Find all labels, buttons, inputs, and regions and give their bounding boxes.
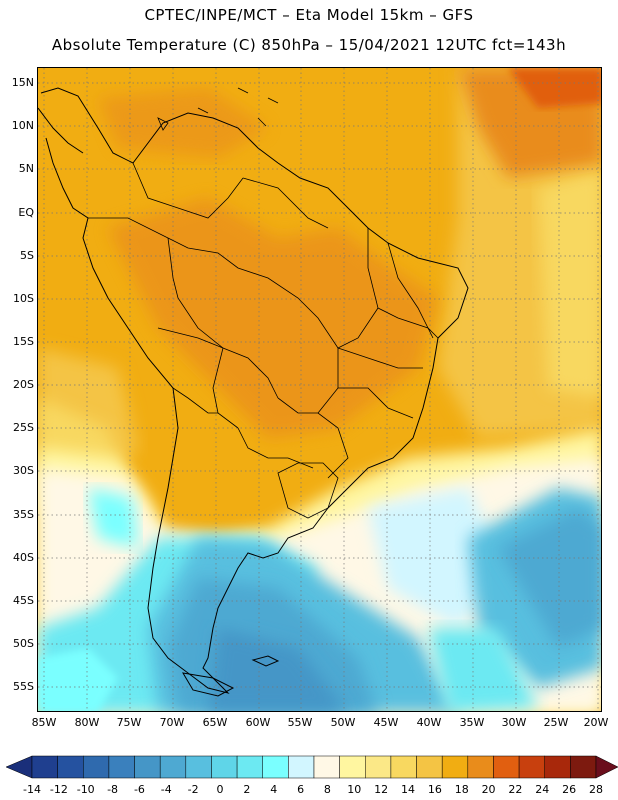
- lat-label: 20S: [13, 378, 34, 391]
- field-cyan-west: [88, 488, 138, 548]
- lat-label: 15S: [13, 335, 34, 348]
- south-america-coastline: [40, 87, 469, 694]
- lon-label: 65W: [202, 716, 228, 729]
- caribbean-islands: [157, 87, 279, 131]
- lat-label: 10S: [13, 292, 34, 305]
- title-line-1: CPTEC/INPE/MCT – Eta Model 15km – GFS: [144, 6, 474, 24]
- lat-label: EQ: [18, 206, 34, 219]
- lat-label: 10N: [11, 119, 34, 132]
- colorbar-cell: [570, 755, 597, 779]
- colorbar-cell: [365, 755, 392, 779]
- colorbar-cell: [416, 755, 443, 779]
- lon-label: 35W: [459, 716, 485, 729]
- colorbar-label: 22: [508, 783, 523, 796]
- lon-label: 80W: [74, 716, 100, 729]
- lon-label: 60W: [245, 716, 271, 729]
- colorbar-cell: [159, 755, 187, 779]
- lat-label: 15N: [11, 76, 34, 89]
- colorbar-cell: [211, 755, 238, 779]
- colorbar-label: 14: [401, 783, 415, 796]
- colorbar-cell: [441, 755, 469, 779]
- falkland-islands: [251, 655, 280, 667]
- colorbar-label: 10: [347, 783, 362, 796]
- lat-label: 45S: [13, 594, 34, 607]
- country-borders: [88, 162, 439, 519]
- lat-label: 35S: [13, 508, 34, 521]
- colorbar-label: 20: [481, 783, 496, 796]
- lon-label: 55W: [287, 716, 313, 729]
- colorbar-label: 18: [454, 783, 469, 796]
- central-america-coastline: [38, 107, 84, 154]
- colorbar-cell: [493, 755, 520, 779]
- lat-label: 55S: [13, 680, 34, 693]
- lon-label: 75W: [116, 716, 142, 729]
- colorbar-label: -6: [133, 783, 145, 796]
- lat-label: 5N: [18, 162, 34, 175]
- lon-label: 45W: [373, 716, 399, 729]
- lat-label: 25S: [13, 421, 34, 434]
- tierra-del-fuego: [182, 672, 235, 697]
- lon-label: 70W: [159, 716, 185, 729]
- colorbar-label: -14: [23, 783, 41, 796]
- colorbar-label: -4: [160, 783, 172, 796]
- colorbar-right-arrow: [595, 755, 618, 779]
- colorbar-cell: [390, 755, 417, 779]
- lat-label: 30S: [13, 464, 34, 477]
- colorbar-cell: [544, 755, 571, 779]
- lat-label: 40S: [13, 551, 34, 564]
- colorbar-cell: [57, 755, 84, 779]
- lon-label: 30W: [501, 716, 527, 729]
- colorbar-label: 24: [535, 783, 550, 796]
- colorbar: [6, 755, 618, 779]
- colorbar-label: 6: [297, 783, 305, 796]
- field-continent-warm: [108, 198, 438, 438]
- lon-label: 85W: [31, 716, 57, 729]
- colorbar-cell: [262, 755, 289, 779]
- colorbar-cell: [108, 755, 135, 779]
- field-ocean-east-2: [538, 168, 601, 398]
- colorbar-cell: [518, 755, 545, 779]
- colorbar-label: 12: [374, 783, 389, 796]
- colorbar-label: -10: [76, 783, 95, 796]
- lat-label: 5S: [20, 249, 34, 262]
- lat-label: 50S: [13, 637, 34, 650]
- colorbar-cell: [467, 755, 494, 779]
- colorbar-label: -2: [187, 783, 199, 796]
- field-blue-3: [208, 628, 347, 711]
- temperature-map: [37, 67, 602, 712]
- colorbar-left-arrow: [6, 755, 33, 779]
- colorbar-cell: [185, 755, 212, 779]
- colorbar-cell: [83, 755, 110, 779]
- colorbar-label: -12: [49, 783, 68, 796]
- field-cyan-sw: [38, 648, 118, 711]
- field-ne-hot: [508, 68, 601, 108]
- colorbar-label: 2: [243, 783, 251, 796]
- colorbar-cell: [313, 755, 340, 779]
- field-blue-east-2: [498, 508, 601, 648]
- colorbar-label: 8: [323, 783, 331, 796]
- field-north-warm: [98, 88, 268, 158]
- colorbar-label: 4: [270, 783, 278, 796]
- field-cyan-se: [428, 628, 538, 711]
- colorbar-cell: [31, 755, 58, 779]
- colorbar-label: 16: [427, 783, 442, 796]
- colorbar-cell: [339, 755, 366, 779]
- colorbar-label: 0: [216, 783, 224, 796]
- colorbar-cell: [134, 755, 161, 779]
- colorbar-label: 26: [562, 783, 577, 796]
- map-canvas: [38, 68, 601, 711]
- colorbar-cell: [288, 755, 315, 779]
- lon-label: 25W: [543, 716, 569, 729]
- lon-label: 20W: [583, 716, 609, 729]
- colorbar-label: -8: [107, 783, 119, 796]
- colorbar-label: 28: [589, 783, 603, 796]
- title-line-2: Absolute Temperature (C) 850hPa – 15/04/…: [51, 36, 567, 54]
- lon-label: 40W: [416, 716, 442, 729]
- colorbar-cell: [236, 755, 263, 779]
- lon-label: 50W: [330, 716, 356, 729]
